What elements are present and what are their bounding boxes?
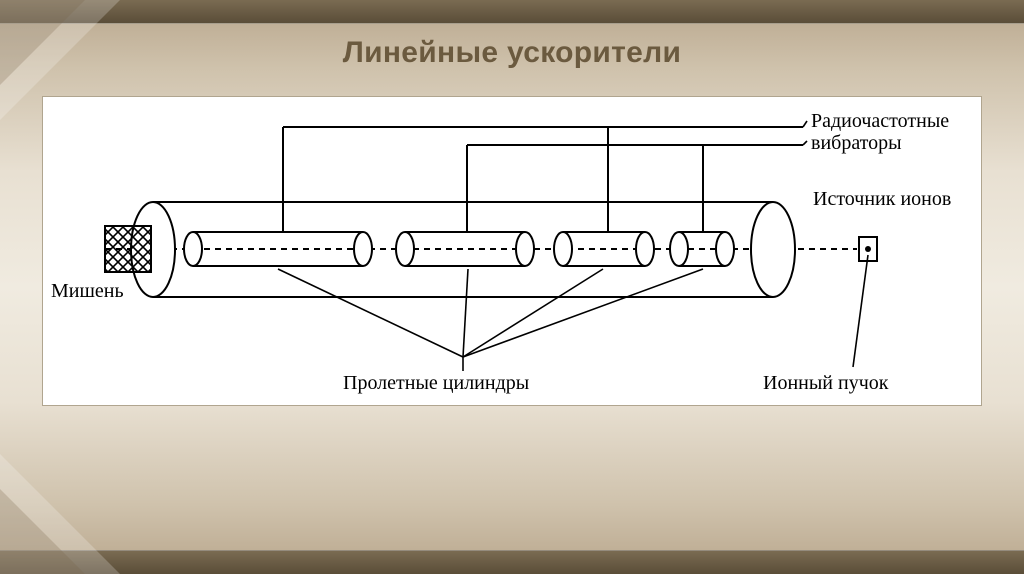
- callout-ion-beam-line: [853, 255, 868, 367]
- label-drift-tubes: Пролетные цилиндры: [343, 372, 529, 394]
- label-ion-source: Источник ионов: [813, 188, 951, 210]
- slide-top-border: [0, 0, 1024, 24]
- diagram-container: Мишень Пролетные цилиндры Радиочастотныеви…: [42, 96, 982, 406]
- slide-bottom-border: [0, 550, 1024, 574]
- presentation-slide: Линейные ускорители Мишень Пролетные цили…: [0, 0, 1024, 574]
- drift-tube-1: [184, 232, 372, 266]
- label-rf-vibrators-line1: Радиочастотные: [811, 110, 949, 132]
- label-ion-beam: Ионный пучок: [763, 372, 889, 394]
- callout-drift-line-2: [463, 269, 468, 357]
- corner-decoration-bottom-left: [0, 454, 120, 574]
- slide-title: Линейные ускорители: [0, 36, 1024, 70]
- label-rf-vibrators-line2: вибраторы: [811, 132, 902, 154]
- linear-accelerator-diagram: Мишень Пролетные цилиндры Радиочастотныеви…: [43, 97, 983, 407]
- label-target: Мишень: [51, 280, 124, 302]
- target: [105, 226, 151, 272]
- callout-drift-line-1: [278, 269, 463, 357]
